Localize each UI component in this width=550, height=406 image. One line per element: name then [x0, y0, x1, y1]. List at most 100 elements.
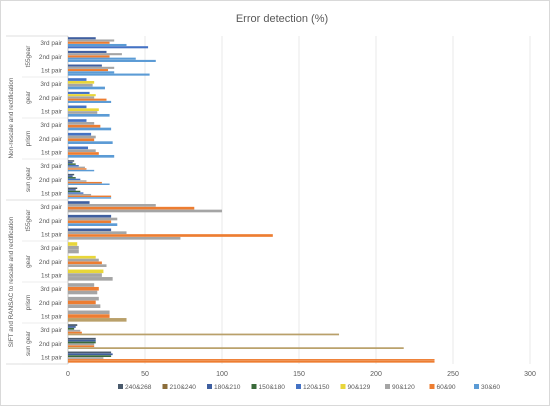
- bar: [68, 214, 112, 218]
- bar: [68, 83, 93, 87]
- pair-label: 1st pair: [41, 190, 63, 197]
- legend-label: 240&268: [125, 384, 152, 391]
- pair-label: 1st pair: [41, 313, 63, 320]
- bar: [68, 127, 112, 131]
- bar: [68, 296, 99, 301]
- pair-label: 3rd pair: [40, 245, 63, 252]
- legend-swatch: [474, 384, 479, 389]
- bar: [68, 189, 76, 191]
- bar: [68, 209, 222, 213]
- bar: [68, 91, 90, 94]
- bar: [68, 242, 78, 246]
- bar: [68, 100, 112, 103]
- bar: [68, 249, 79, 254]
- bar: [68, 329, 81, 332]
- bar: [68, 347, 404, 349]
- bar: [68, 53, 122, 56]
- bar: [68, 160, 75, 162]
- object-label: gear: [25, 90, 32, 104]
- object-label: t55gear: [25, 209, 32, 232]
- bar: [68, 86, 105, 90]
- bar: [68, 201, 90, 204]
- bar: [68, 206, 195, 210]
- bar: [68, 304, 101, 308]
- bar: [68, 220, 112, 224]
- bar: [68, 333, 340, 336]
- bar: [68, 231, 127, 235]
- bar: [68, 73, 150, 76]
- bar: [68, 69, 109, 72]
- legend-swatch: [251, 384, 257, 389]
- bar: [68, 343, 95, 346]
- legend-swatch: [118, 384, 123, 389]
- bar: [68, 37, 96, 40]
- pair-label: 2nd pair: [39, 54, 63, 61]
- bar: [68, 105, 87, 109]
- pair-label: 3rd pair: [40, 163, 63, 170]
- legend-swatch: [207, 384, 212, 389]
- bar: [68, 57, 136, 60]
- bar: [68, 138, 95, 142]
- pair-label: 2nd pair: [39, 341, 63, 348]
- bar: [68, 269, 104, 274]
- bar: [68, 46, 149, 49]
- bar: [68, 122, 95, 125]
- bar: [68, 119, 87, 122]
- bar: [68, 124, 101, 128]
- bar: [68, 175, 73, 177]
- bar: [68, 177, 76, 179]
- pair-label: 3rd pair: [40, 286, 63, 293]
- bar: [68, 337, 96, 340]
- bar: [68, 81, 95, 84]
- object-label: prism: [25, 295, 32, 311]
- legend-swatch: [385, 384, 390, 389]
- pair-label: 1st pair: [41, 108, 63, 115]
- object-label: t55gear: [25, 45, 32, 68]
- object-label: gear: [25, 254, 32, 268]
- group-label: SIFT and RANSAC to rescale and rectifica…: [8, 216, 15, 347]
- pair-label: 1st pair: [41, 149, 63, 156]
- bar: [68, 341, 96, 344]
- bar: [68, 277, 113, 281]
- bar: [68, 261, 102, 265]
- bar: [68, 71, 115, 74]
- bar: [68, 132, 92, 136]
- x-tick-label: 0: [66, 371, 70, 378]
- bar: [68, 290, 98, 295]
- legend: 240&268 210&240 180&210 150&180 120&150 90&12…: [118, 384, 500, 391]
- bar: [68, 273, 102, 277]
- bar: [68, 228, 112, 232]
- bar: [68, 345, 95, 348]
- x-tick-label: 300: [524, 371, 536, 378]
- legend-label: 30&60: [481, 384, 500, 391]
- bar: [68, 152, 99, 155]
- x-axis-ticks: 0 50 100 150 200 250 300: [66, 371, 536, 378]
- bar: [68, 166, 85, 169]
- bar: [68, 41, 110, 44]
- bar: [68, 324, 78, 326]
- bar: [68, 178, 81, 181]
- bar: [68, 169, 95, 172]
- bar: [68, 161, 73, 164]
- bar: [68, 264, 107, 267]
- bar: [68, 357, 104, 359]
- pair-label: 1st pair: [41, 272, 63, 279]
- bar: [68, 113, 110, 117]
- object-label: sun gear: [25, 330, 32, 356]
- bar: [68, 94, 96, 97]
- legend-label: 210&240: [170, 384, 197, 391]
- bar: [68, 255, 96, 259]
- x-tick-label: 250: [447, 371, 459, 378]
- x-tick-label: 100: [216, 371, 228, 378]
- bar: [68, 318, 127, 322]
- legend-label: 180&210: [214, 384, 241, 391]
- bar: [68, 359, 435, 361]
- x-tick-label: 150: [293, 371, 305, 378]
- bar: [68, 183, 110, 185]
- legend-label: 150&180: [259, 384, 286, 391]
- pair-label: 2nd pair: [39, 95, 63, 102]
- pair-label: 1st pair: [41, 231, 63, 238]
- pair-label: 3rd pair: [40, 81, 63, 88]
- bar: [68, 98, 107, 101]
- bar: [68, 141, 113, 144]
